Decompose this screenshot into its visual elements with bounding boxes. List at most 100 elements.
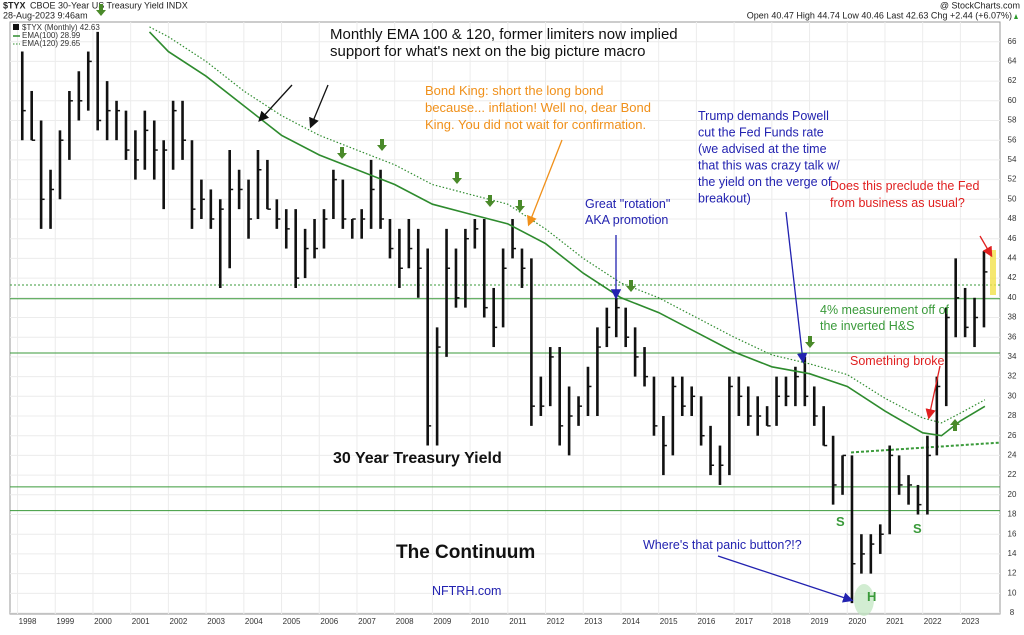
y-tick-label: 46 <box>1008 234 1017 243</box>
glow <box>854 584 874 616</box>
arrow <box>258 84 293 122</box>
y-tick-label: 28 <box>1008 411 1017 420</box>
arrow <box>785 211 808 364</box>
annotation-line: 4% measurement off of <box>820 303 950 317</box>
x-tick-label: 2018 <box>773 617 791 626</box>
legend-icon <box>13 24 19 30</box>
y-tick-label: 40 <box>1008 293 1017 302</box>
x-tick-label: 2013 <box>584 617 602 626</box>
x-tick-label: 2016 <box>698 617 716 626</box>
annotation-line: Trump demands Powell <box>698 109 829 123</box>
x-tick-label: 2017 <box>735 617 753 626</box>
highlight <box>990 250 996 295</box>
y-tick-label: 62 <box>1008 76 1017 85</box>
annotation-line: cut the Fed Funds rate <box>698 126 824 140</box>
annotation: The Continuum <box>396 542 535 563</box>
annotation: Does this preclude the Fed from business … <box>830 179 979 210</box>
annotation-line: (we advised at the time <box>698 142 827 156</box>
header: $TYX CBOE 30-Year US Treasury Yield INDX… <box>3 0 1020 20</box>
annotation: 30 Year Treasury Yield <box>333 450 502 467</box>
y-tick-label: 26 <box>1008 431 1017 440</box>
x-tick-label: 2009 <box>434 617 452 626</box>
annotation-line: NFTRH.com <box>432 584 501 598</box>
y-tick-label: 8 <box>1010 608 1015 617</box>
x-tick-label: 1998 <box>19 617 37 626</box>
y-tick-label: 24 <box>1008 451 1017 460</box>
x-tick-label: 2021 <box>886 617 904 626</box>
annotation: Where's that panic button?!? <box>643 538 802 552</box>
annotation: S <box>836 514 845 529</box>
y-tick-label: 64 <box>1008 57 1017 66</box>
annotation-line: because... inflation! Well no, dear Bond <box>425 100 651 115</box>
x-tick-label: 2011 <box>509 617 527 626</box>
annotation: Monthly EMA 100 & 120, former limiters n… <box>330 26 678 60</box>
ema-line <box>148 31 986 437</box>
y-tick-label: 60 <box>1008 96 1017 105</box>
x-tick-label: 2004 <box>245 617 263 626</box>
x-tick-label: 2020 <box>848 617 866 626</box>
plot <box>10 26 1000 604</box>
y-tick-label: 20 <box>1008 490 1017 499</box>
y-tick-label: 42 <box>1008 273 1017 282</box>
y-tick-label: 22 <box>1008 470 1017 479</box>
quote: Open 40.47 High 44.74 Low 40.46 Last 42.… <box>747 10 1012 20</box>
annotation-line: Does this preclude the Fed <box>830 179 979 193</box>
x-tick-label: 2014 <box>622 617 640 626</box>
y-tick-label: 48 <box>1008 214 1017 223</box>
x-tick-label: 2000 <box>94 617 112 626</box>
x-tick-label: 2023 <box>962 617 980 626</box>
source: @ StockCharts.com <box>940 0 1020 10</box>
y-tick-label: 16 <box>1008 529 1017 538</box>
x-tick-label: 2006 <box>320 617 338 626</box>
x-tick-label: 2002 <box>170 617 188 626</box>
legend-label: EMA(120) 29.65 <box>22 39 81 48</box>
annotation-line: King. You did not wait for confirmation. <box>425 117 646 132</box>
y-tick-label: 30 <box>1008 391 1017 400</box>
annotation-line: AKA promotion <box>585 213 668 227</box>
y-tick-label: 12 <box>1008 569 1017 578</box>
annotation-line: that this was crazy talk w/ <box>698 159 840 173</box>
annotation-line: S <box>836 514 845 529</box>
y-tick-label: 50 <box>1008 194 1017 203</box>
x-tick-label: 1999 <box>56 617 74 626</box>
y-tick-label: 14 <box>1008 549 1017 558</box>
annotation-line: from business as usual? <box>830 196 965 210</box>
annotation: NFTRH.com <box>432 584 501 598</box>
annotation-line: Where's that panic button?!? <box>643 538 802 552</box>
legend: $TYX (Monthly) 42.63 EMA(100) 28.99 EMA(… <box>13 23 100 48</box>
y-tick-label: 54 <box>1008 155 1017 164</box>
up-icon <box>1014 14 1018 19</box>
annotation-line: Great "rotation" <box>585 197 670 211</box>
annotation: Something broke <box>850 354 945 368</box>
annotation: S <box>913 521 922 536</box>
legend-label: EMA(100) 28.99 <box>22 31 81 40</box>
arrow <box>527 139 563 227</box>
y-tick-label: 38 <box>1008 313 1017 322</box>
callouts <box>96 4 996 616</box>
x-tick-label: 2007 <box>358 617 376 626</box>
annotation-line: the yield on the verge of <box>698 175 832 189</box>
y-tick-label: 32 <box>1008 372 1017 381</box>
annotation-line: S <box>913 521 922 536</box>
y-tick-label: 10 <box>1008 588 1017 597</box>
annotation-line: Bond King: short the long bond <box>425 83 604 98</box>
x-tick-label: 2008 <box>396 617 414 626</box>
annotation-line: Something broke <box>850 354 945 368</box>
y-tick-label: 18 <box>1008 510 1017 519</box>
y-tick-label: 36 <box>1008 332 1017 341</box>
y-tick-label: 56 <box>1008 135 1017 144</box>
annotation-line: the inverted H&S <box>820 319 915 333</box>
x-tick-label: 2005 <box>283 617 301 626</box>
annotations: Monthly EMA 100 & 120, former limiters n… <box>330 26 979 604</box>
arrow <box>717 555 854 603</box>
arrow <box>925 365 941 420</box>
x-tick-label: 2003 <box>207 617 225 626</box>
y-tick-label: 44 <box>1008 254 1017 263</box>
arrow <box>309 84 329 129</box>
x-tick-label: 2019 <box>811 617 829 626</box>
annotation: 4% measurement off of the inverted H&S <box>820 303 950 333</box>
x-tick-label: 2001 <box>132 617 150 626</box>
annotation-line: H <box>867 589 876 604</box>
y-tick-label: 58 <box>1008 116 1017 125</box>
